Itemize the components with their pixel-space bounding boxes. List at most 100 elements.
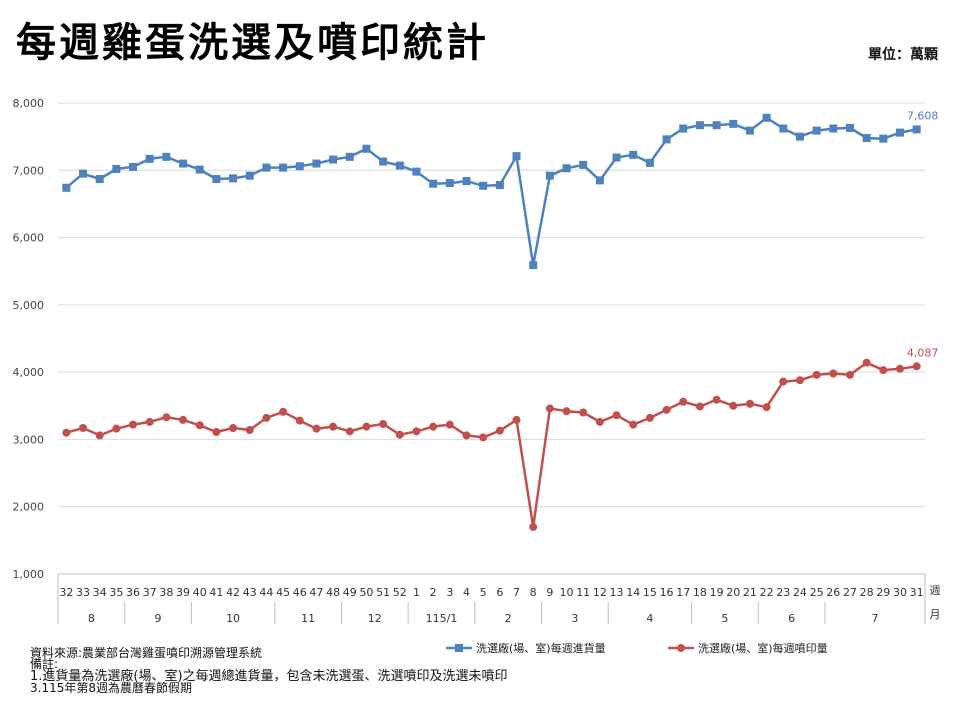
month-tick-label: 8 [88, 612, 95, 625]
data-point [712, 121, 721, 130]
data-point [745, 126, 754, 135]
data-point [62, 428, 71, 437]
data-point [129, 162, 138, 171]
data-point [612, 411, 621, 420]
month-tick-label: 3 [571, 612, 578, 625]
week-tick-label: 28 [860, 586, 874, 599]
week-tick-label: 26 [826, 586, 840, 599]
data-point [79, 423, 88, 432]
line-chart: 1,000 2,000 3,000 4,000 5,000 6,000 7,000 8,000… [13, 97, 941, 625]
y-tick-label: 7,000 [13, 164, 45, 177]
week-tick-label: 38 [159, 586, 173, 599]
week-tick-label: 24 [793, 586, 807, 599]
data-point [345, 427, 354, 436]
week-tick-label: 46 [293, 586, 307, 599]
data-point [79, 169, 88, 178]
data-point [429, 179, 438, 188]
data-point [645, 413, 654, 422]
data-point [479, 181, 488, 190]
data-point [445, 420, 454, 429]
data-point [612, 153, 621, 162]
month-tick-label: 10 [226, 612, 240, 625]
data-point [879, 134, 888, 143]
data-point [262, 163, 271, 172]
week-tick-label: 43 [243, 586, 257, 599]
week-tick-label: 37 [143, 586, 157, 599]
week-tick-label: 8 [530, 586, 537, 599]
week-tick-label: 6 [496, 586, 503, 599]
data-point [729, 119, 738, 128]
data-point [295, 416, 304, 425]
data-point [512, 415, 521, 424]
legend-label-intake: 洗選廠(場、室)每週進貨量 [476, 642, 606, 655]
data-point [595, 176, 604, 185]
data-point [195, 421, 204, 430]
y-tick-label: 5,000 [13, 299, 45, 312]
week-tick-label: 21 [743, 586, 757, 599]
week-tick-label: 2 [430, 586, 437, 599]
week-tick-label: 33 [76, 586, 90, 599]
data-point [629, 420, 638, 429]
data-point [195, 165, 204, 174]
data-point [462, 177, 471, 186]
week-tick-label: 18 [693, 586, 707, 599]
data-point [329, 155, 338, 164]
data-point [895, 364, 904, 373]
data-point [262, 413, 271, 422]
note-1: 1.進貨量為洗選廠(場、室)之每週總進貨量，包含未洗選蛋、洗選噴印及洗選未噴印 [30, 669, 508, 684]
data-point [95, 431, 104, 440]
data-label-last: 7,608 [907, 109, 939, 122]
data-point [862, 358, 871, 367]
source-note: 資料來源:農業部台灣雞蛋噴印溯源管理系統 [30, 646, 263, 660]
y-tick-label: 2,000 [13, 501, 45, 514]
week-tick-label: 9 [546, 586, 553, 599]
data-point [129, 420, 138, 429]
data-point [745, 399, 754, 408]
y-tick-label: 4,000 [13, 366, 45, 379]
data-point [579, 408, 588, 417]
data-point [279, 407, 288, 416]
week-tick-label: 47 [309, 586, 323, 599]
data-point [729, 401, 738, 410]
data-point [595, 417, 604, 426]
week-tick-label: 40 [193, 586, 207, 599]
week-tick-label: 10 [560, 586, 574, 599]
data-point [445, 179, 454, 188]
week-tick-label: 41 [209, 586, 223, 599]
week-tick-label: 44 [259, 586, 273, 599]
data-point [629, 150, 638, 159]
week-tick-label: 32 [59, 586, 73, 599]
data-point [779, 377, 788, 386]
data-point [429, 422, 438, 431]
week-tick-label: 17 [676, 586, 690, 599]
legend-swatch-print [668, 644, 694, 652]
data-point [212, 175, 221, 184]
data-point [529, 261, 538, 270]
series-line [65, 361, 917, 529]
data-point [795, 132, 804, 141]
week-tick-label: 39 [176, 586, 190, 599]
week-tick-label: 19 [710, 586, 724, 599]
data-point [679, 397, 688, 406]
week-tick-label: 35 [109, 586, 123, 599]
week-tick-label: 1 [413, 586, 420, 599]
note-3: 3.115年第8週為農曆春節假期 [30, 681, 192, 695]
data-point [912, 362, 921, 371]
week-tick-label: 49 [343, 586, 357, 599]
data-point [895, 128, 904, 137]
data-point [762, 113, 771, 122]
data-point [495, 426, 504, 435]
data-point [879, 366, 888, 375]
data-point [395, 430, 404, 439]
data-point [412, 427, 421, 436]
week-tick-label: 11 [576, 586, 590, 599]
footnotes: 資料來源:農業部台灣雞蛋噴印溯源管理系統 備註: 1.進貨量為洗選廠(場、室)之… [30, 646, 508, 695]
data-point [295, 162, 304, 171]
data-point [145, 154, 154, 163]
week-tick-label: 15 [643, 586, 657, 599]
data-point [545, 404, 554, 413]
data-point [379, 157, 388, 166]
week-tick-label: 4 [463, 586, 470, 599]
week-tick-label: 42 [226, 586, 240, 599]
month-tick-label: 115/1 [426, 612, 458, 625]
